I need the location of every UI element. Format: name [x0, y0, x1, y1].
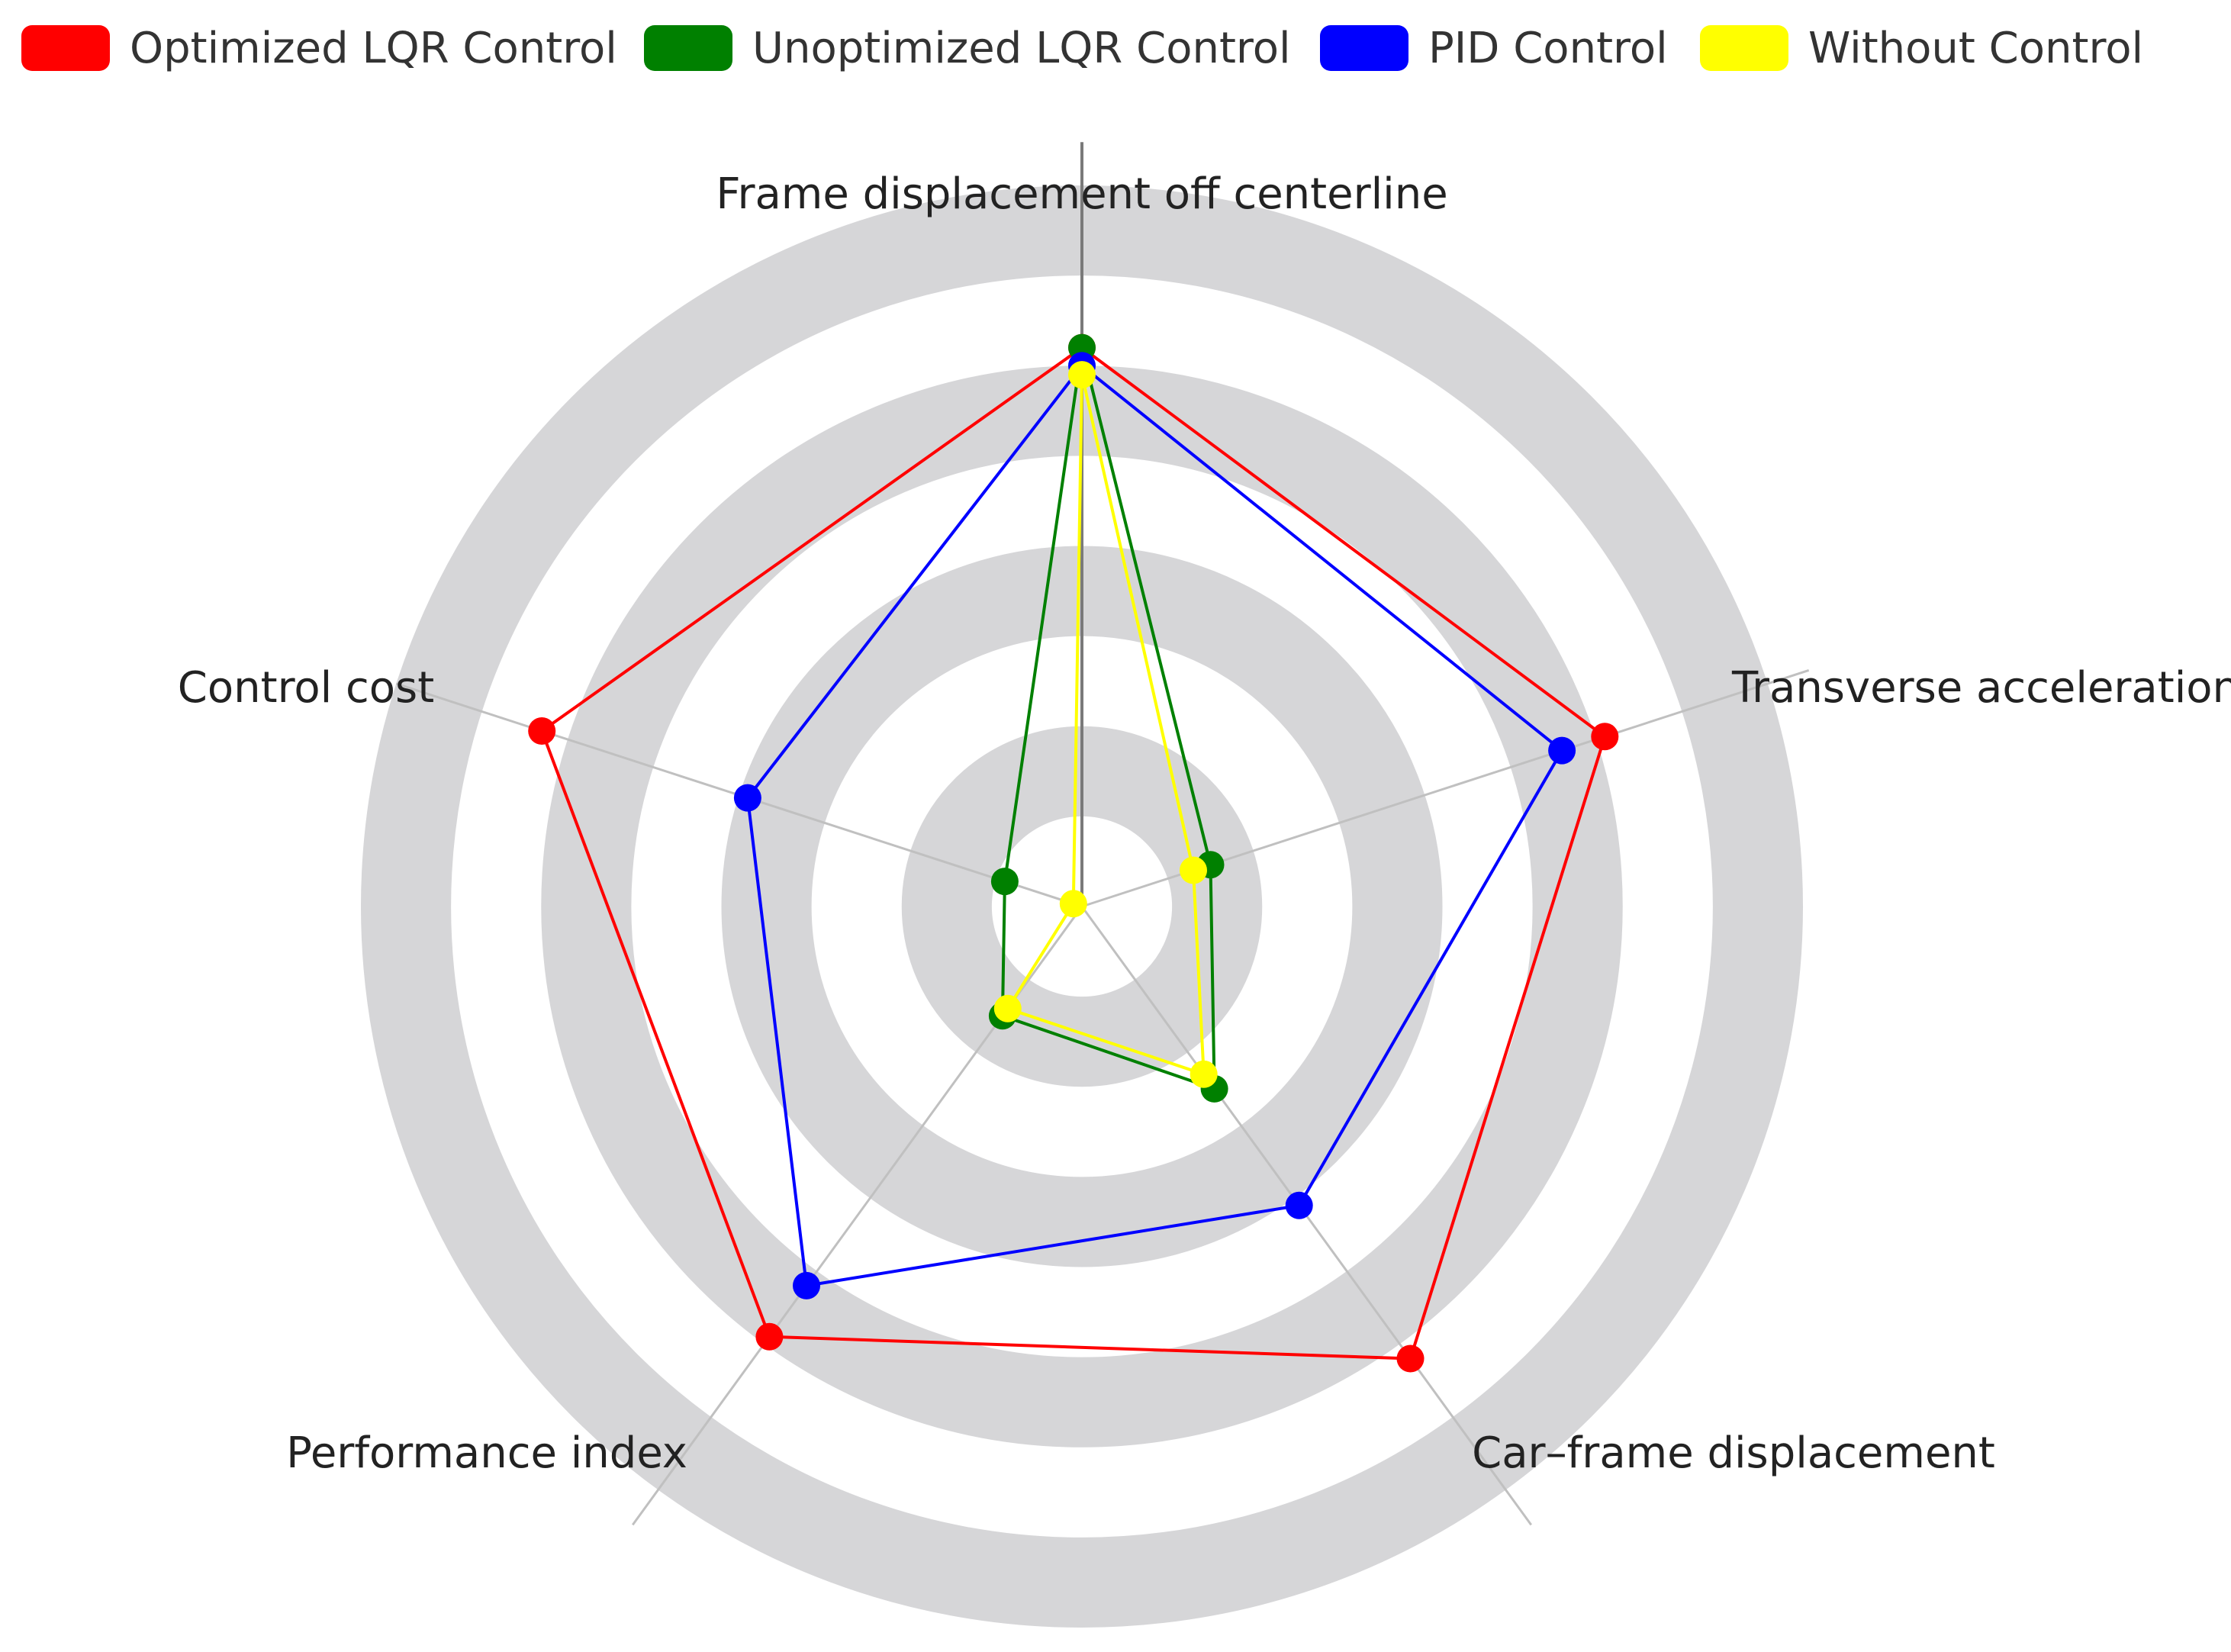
point-optimized-lqr-control-car-frame-displacement[interactable]: [1396, 1344, 1425, 1373]
legend-swatch-optimized-lqr-control: [21, 25, 110, 71]
legend-item-unoptimized-lqr-control[interactable]: Unoptimized LQR Control: [644, 24, 1291, 73]
legend-label-pid-control: PID Control: [1428, 24, 1668, 73]
axis-label-transverse-acceleration: Transverse acceleration: [1731, 663, 2231, 713]
legend[interactable]: Optimized LQR Control Unoptimized LQR Con…: [21, 24, 2143, 73]
axis-label-car-frame-displacement: Car–frame displacement: [1472, 1428, 1995, 1478]
series-without-control: [993, 361, 1218, 1088]
point-optimized-lqr-control-transverse-acceleration[interactable]: [1591, 723, 1619, 751]
legend-item-pid-control[interactable]: PID Control: [1320, 24, 1668, 73]
point-without-control-transverse-acceleration[interactable]: [1180, 856, 1207, 884]
point-optimized-lqr-control-control-cost[interactable]: [528, 717, 556, 745]
radar-series: [528, 333, 1619, 1373]
legend-swatch-without-control: [1700, 25, 1788, 71]
legend-item-without-control[interactable]: Without Control: [1700, 24, 2143, 73]
radar-axis-labels: Frame displacement off centerline Transve…: [178, 169, 2231, 1478]
legend-label-unoptimized-lqr-control: Unoptimized LQR Control: [752, 24, 1291, 73]
series-line-without-control: [1006, 373, 1206, 1076]
legend-label-optimized-lqr-control: Optimized LQR Control: [130, 24, 617, 73]
legend-item-optimized-lqr-control[interactable]: Optimized LQR Control: [21, 24, 617, 73]
point-pid-control-performance-index[interactable]: [793, 1271, 820, 1299]
legend-swatch-unoptimized-lqr-control: [644, 25, 732, 71]
series-line-unoptimized-lqr-control: [1000, 346, 1216, 1090]
series-line-optimized-lqr-control: [540, 346, 1607, 1361]
point-pid-control-control-cost[interactable]: [733, 784, 761, 812]
legend-swatch-pid-control: [1320, 25, 1408, 71]
axis-label-control-cost: Control cost: [178, 663, 434, 713]
series-line-pid-control: [745, 364, 1564, 1287]
axis-label-frame-displacement-off-centerline: Frame displacement off centerline: [716, 169, 1447, 219]
point-pid-control-transverse-acceleration[interactable]: [1548, 736, 1576, 765]
point-without-control-frame-displacement-off-centerline[interactable]: [1068, 361, 1096, 389]
point-pid-control-car-frame-displacement[interactable]: [1285, 1191, 1313, 1219]
legend-label-without-control: Without Control: [1808, 24, 2143, 73]
point-without-control-car-frame-displacement[interactable]: [1190, 1060, 1218, 1088]
point-optimized-lqr-control-performance-index[interactable]: [755, 1322, 784, 1351]
point-without-control-performance-index[interactable]: [993, 994, 1022, 1022]
axis-label-performance-index: Performance index: [286, 1428, 687, 1478]
point-unoptimized-lqr-control-control-cost[interactable]: [990, 868, 1019, 896]
point-without-control-control-cost[interactable]: [1059, 890, 1087, 918]
